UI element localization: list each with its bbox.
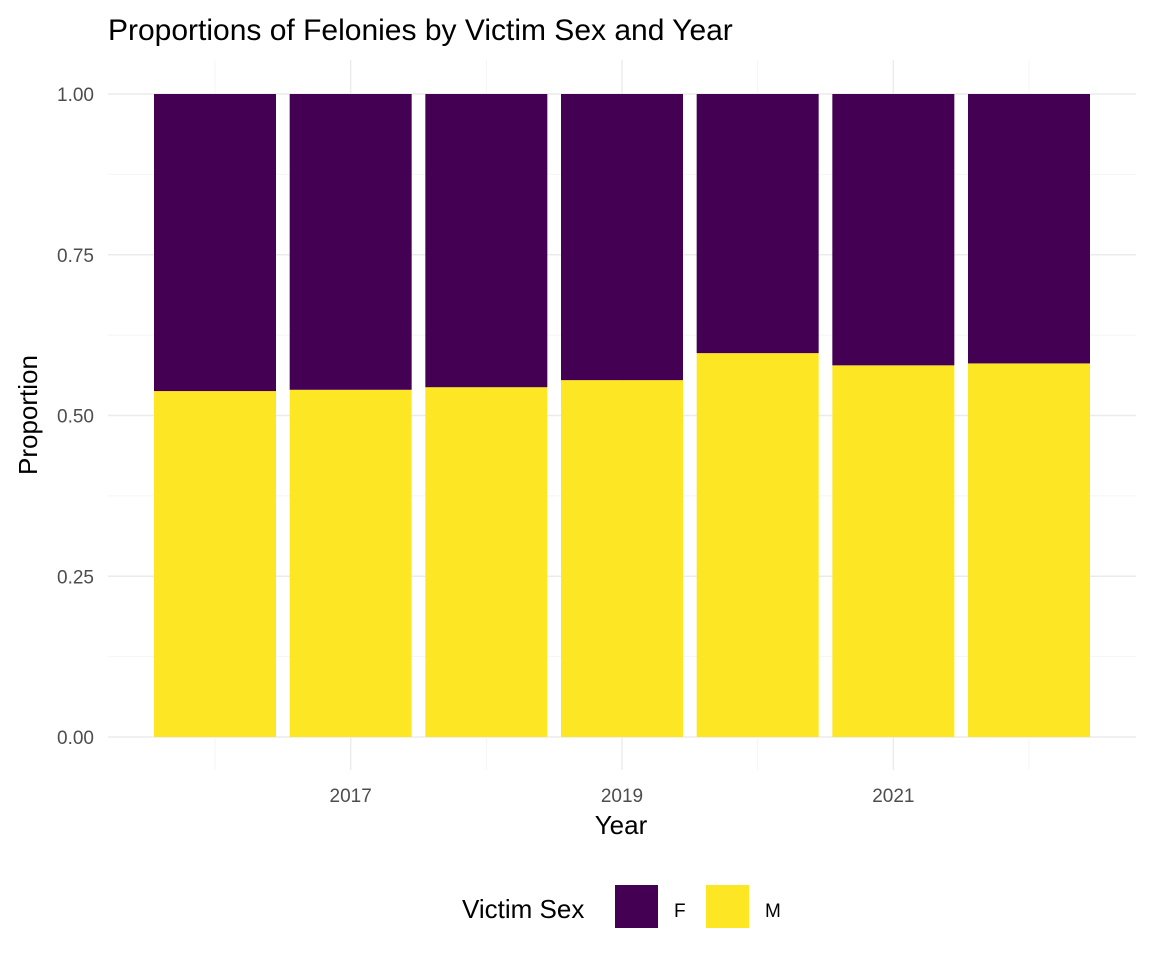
chart-title: Proportions of Felonies by Victim Sex an… xyxy=(108,14,733,47)
legend-key-F xyxy=(615,885,658,928)
bars xyxy=(154,94,1090,737)
legend-key-M xyxy=(706,885,749,928)
bar-M-2022 xyxy=(968,363,1090,737)
y-tick-label: 0.00 xyxy=(57,728,94,749)
bar-F-2022 xyxy=(968,94,1090,364)
bar-F-2019 xyxy=(561,94,683,381)
bar-M-2017 xyxy=(289,389,412,737)
bar-F-2018 xyxy=(425,94,548,388)
y-tick-label: 0.25 xyxy=(57,567,94,588)
y-tick-label: 0.75 xyxy=(57,246,94,267)
bar-F-2020 xyxy=(696,94,819,354)
legend: Victim Sex F M xyxy=(462,885,781,928)
bar-M-2018 xyxy=(425,387,548,737)
bar-M-2016 xyxy=(154,391,276,737)
x-tick-label: 2019 xyxy=(601,786,643,807)
legend-label-M: M xyxy=(765,901,781,922)
x-tick-label: 2021 xyxy=(872,786,914,807)
bar-M-2019 xyxy=(561,380,683,737)
bar-F-2021 xyxy=(832,94,955,366)
bar-F-2016 xyxy=(154,94,276,392)
y-tick-label: 0.50 xyxy=(57,407,94,428)
y-axis-title: Proportion xyxy=(13,355,43,475)
legend-title: Victim Sex xyxy=(462,894,584,924)
x-tick-label: 2017 xyxy=(330,786,372,807)
y-tick-label: 1.00 xyxy=(57,85,94,106)
y-axis-ticks: 0.00 0.25 0.50 0.75 1.00 xyxy=(57,85,94,749)
x-axis-ticks: 2017 2019 2021 xyxy=(330,786,915,807)
x-axis-title: Year xyxy=(595,810,648,840)
legend-label-F: F xyxy=(674,901,686,922)
bar-F-2017 xyxy=(289,94,412,390)
bar-M-2020 xyxy=(696,353,819,737)
bar-M-2021 xyxy=(832,365,955,737)
